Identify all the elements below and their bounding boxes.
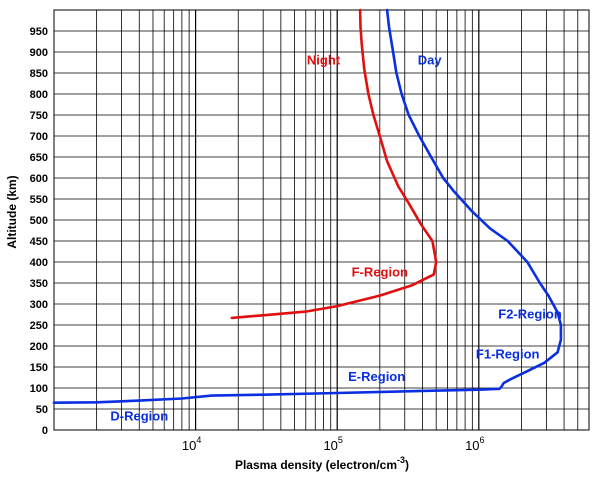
- y-tick-label: 500: [30, 215, 48, 227]
- annotations: Night Day F-Region F2-Region F1-Region E-Regi…: [110, 53, 562, 424]
- y-tick-label: 150: [30, 362, 48, 374]
- annotation-f1-region: F1-Region: [476, 347, 540, 362]
- annotation-night: Night: [307, 53, 341, 68]
- x-tick-label: 106: [465, 435, 484, 453]
- grid: [54, 10, 589, 430]
- y-tick-label: 50: [36, 404, 48, 416]
- x-axis-label: Plasma density (electron/cm-3): [235, 455, 409, 472]
- y-tick-label: 650: [30, 152, 48, 164]
- x-axis-label-close: ): [405, 458, 409, 472]
- plot-frame: [53, 9, 590, 431]
- y-tick-label: 350: [30, 278, 48, 290]
- y-axis-ticks: 0 50 100 150 200 250 300 350 400 450 500 550 600 650 7…: [30, 26, 48, 437]
- y-tick-label: 600: [30, 173, 48, 185]
- x-tick-label: 105: [323, 435, 342, 453]
- series-lines: [52, 8, 563, 404]
- y-tick-label: 100: [30, 383, 48, 395]
- y-tick-label: 400: [30, 257, 48, 269]
- series-day-line: [52, 8, 563, 404]
- x-axis-ticks: 104 105 106: [182, 435, 485, 453]
- x-axis-label-sup: -3: [397, 455, 405, 465]
- annotation-f-region: F-Region: [352, 265, 408, 280]
- y-tick-label: 850: [30, 68, 48, 80]
- annotation-e-region: E-Region: [348, 369, 405, 384]
- y-tick-label: 950: [30, 26, 48, 38]
- y-tick-label: 200: [30, 341, 48, 353]
- y-axis-label: Altitude (km): [5, 175, 19, 248]
- y-tick-label: 250: [30, 320, 48, 332]
- y-tick-label: 300: [30, 299, 48, 311]
- y-tick-label: 750: [30, 110, 48, 122]
- x-axis-label-main: Plasma density (electron/cm: [235, 458, 397, 472]
- y-tick-label: 800: [30, 89, 48, 101]
- x-tick-label: 104: [182, 435, 201, 453]
- y-tick-label: 700: [30, 131, 48, 143]
- series-night-line: [230, 8, 438, 320]
- annotation-f2-region: F2-Region: [498, 307, 562, 322]
- y-tick-label: 550: [30, 194, 48, 206]
- y-tick-label: 900: [30, 47, 48, 59]
- y-tick-label: 450: [30, 236, 48, 248]
- y-tick-label: 0: [42, 425, 48, 437]
- annotation-day: Day: [418, 53, 443, 68]
- annotation-d-region: D-Region: [110, 408, 168, 423]
